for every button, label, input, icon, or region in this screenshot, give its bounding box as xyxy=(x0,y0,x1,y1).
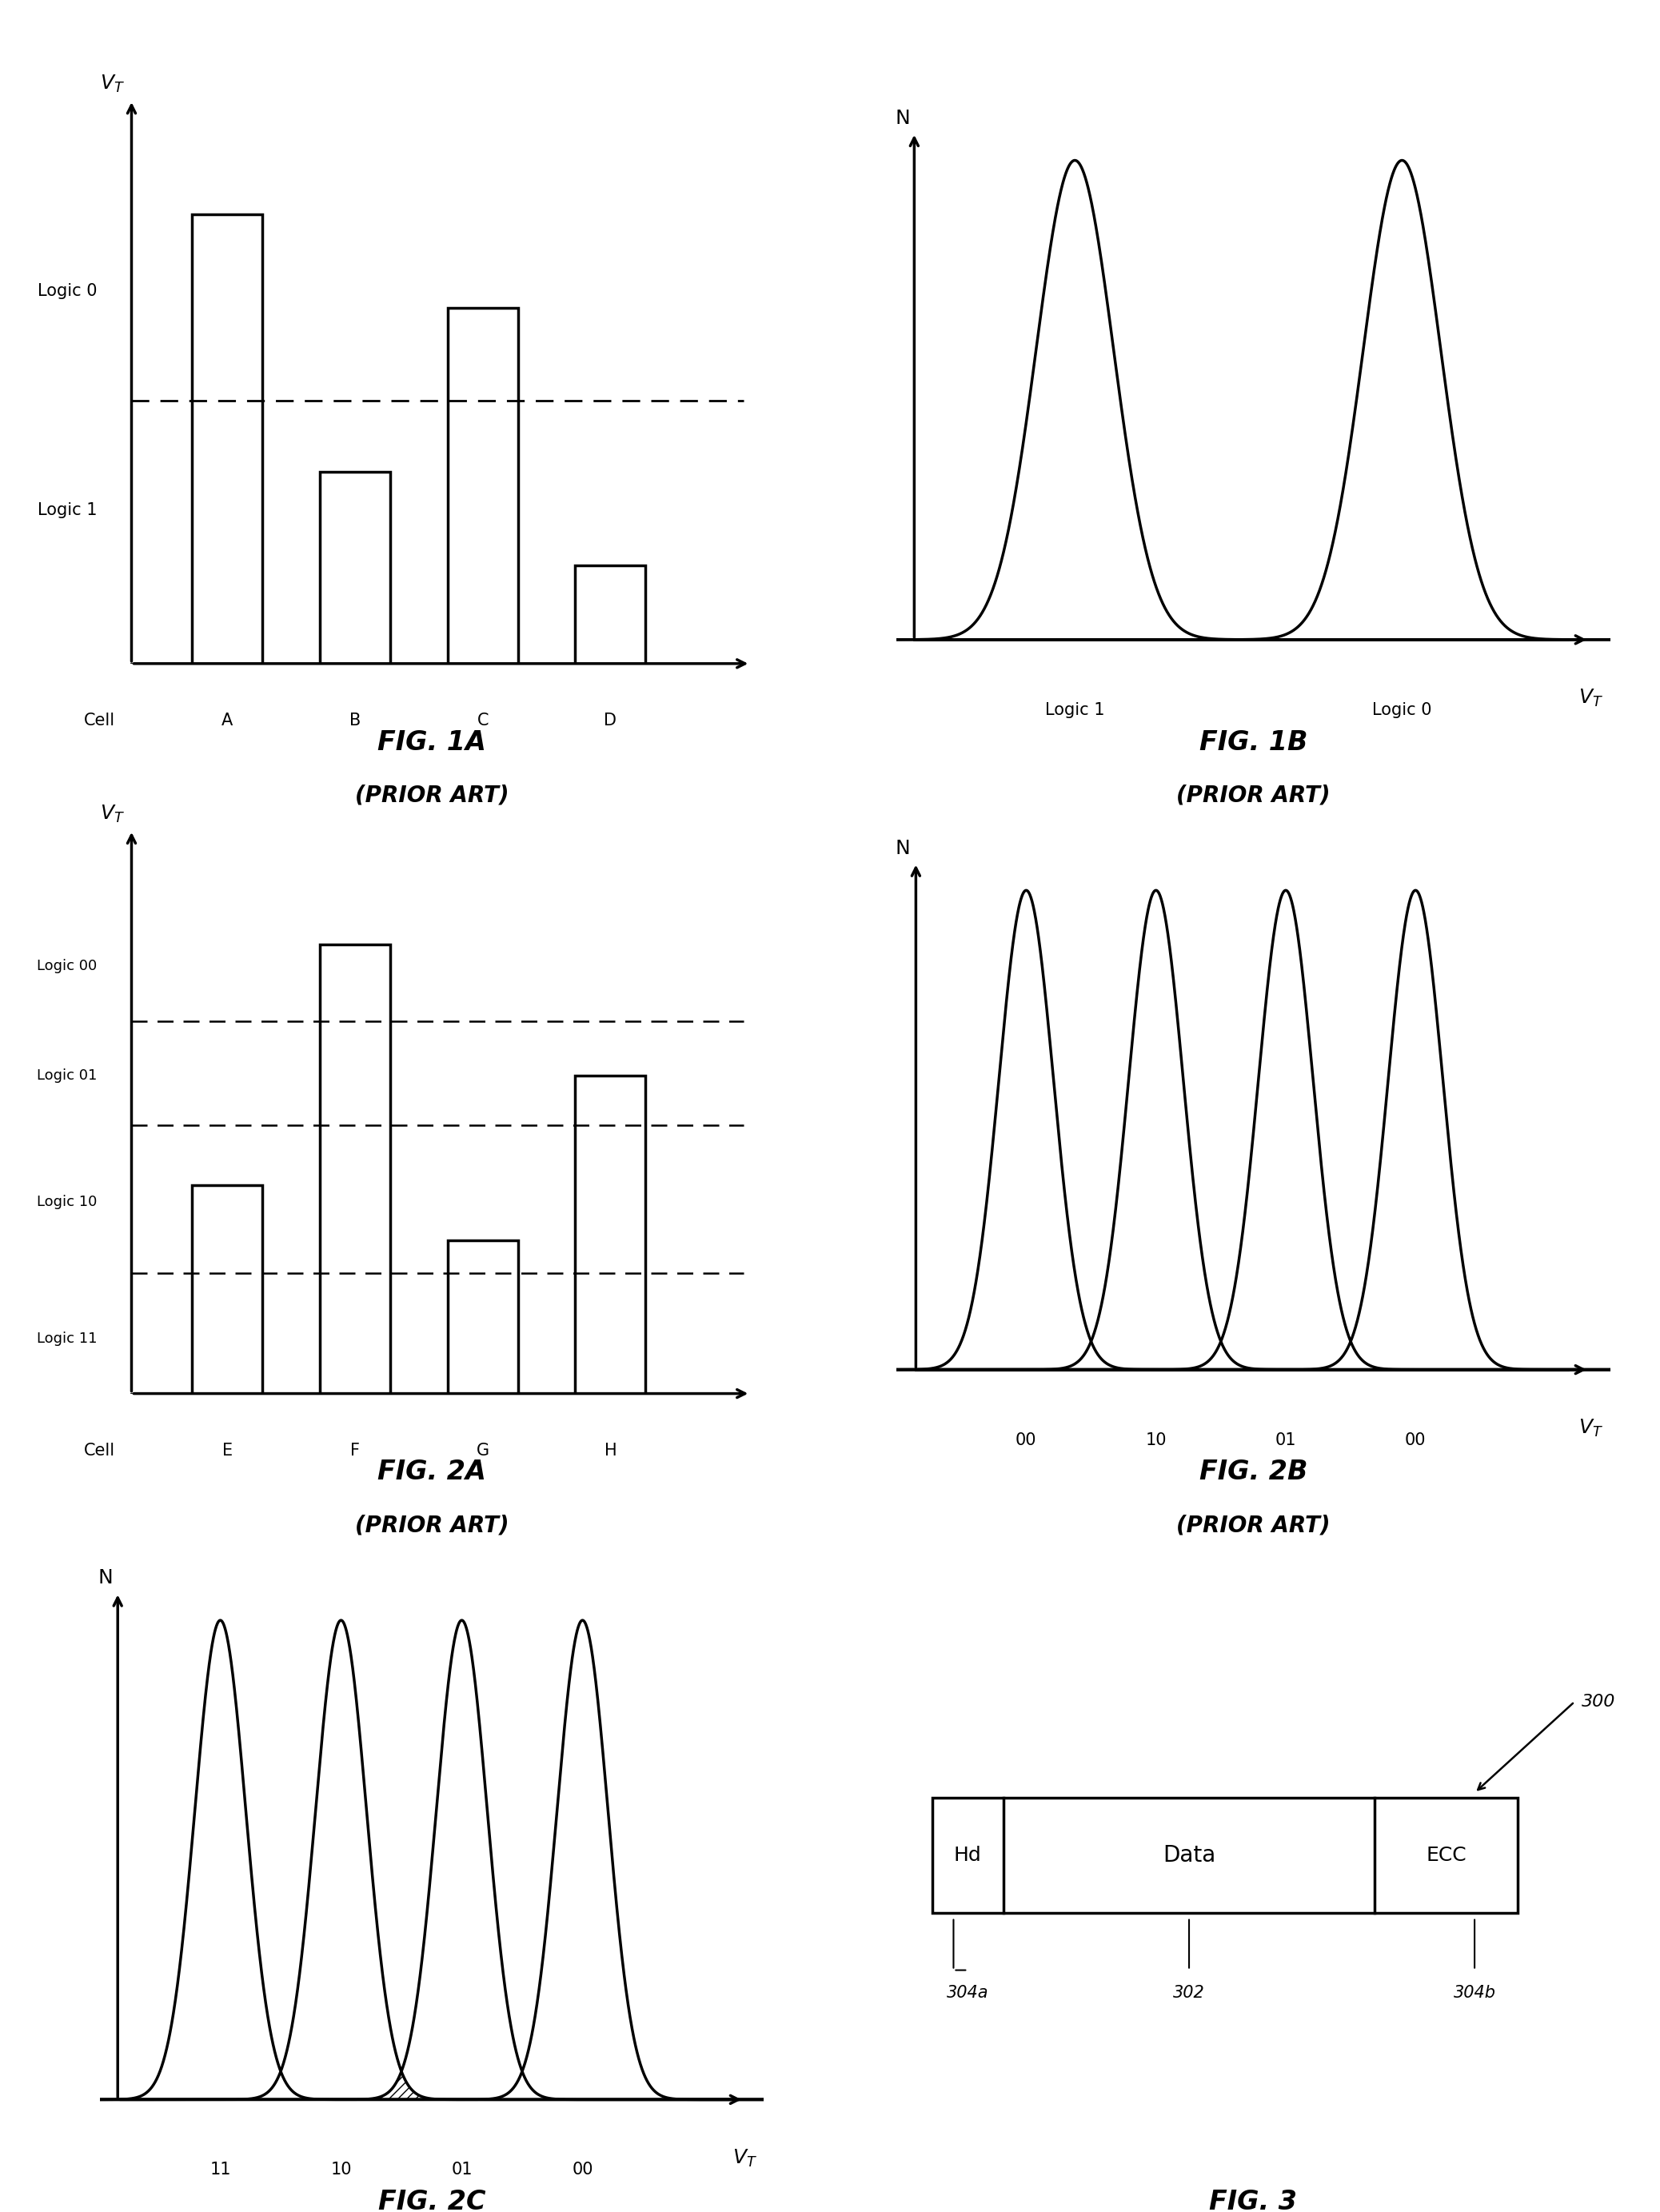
Text: H: H xyxy=(604,1442,616,1460)
Text: Logic 0: Logic 0 xyxy=(1373,701,1433,719)
Text: Logic 10: Logic 10 xyxy=(37,1194,96,1210)
Bar xyxy=(320,945,390,1394)
Bar xyxy=(448,307,518,664)
Text: 11: 11 xyxy=(209,2161,231,2179)
Text: N: N xyxy=(98,1568,113,1588)
Text: Logic 1: Logic 1 xyxy=(38,502,96,518)
Text: Cell: Cell xyxy=(85,712,115,730)
Text: (PRIOR ART): (PRIOR ART) xyxy=(355,1513,508,1537)
Text: Data: Data xyxy=(1162,1845,1215,1867)
Text: FIG. 2C: FIG. 2C xyxy=(378,2190,485,2212)
Text: $V_T$: $V_T$ xyxy=(732,2148,757,2168)
Text: N: N xyxy=(895,108,910,128)
Text: 00: 00 xyxy=(1404,1431,1426,1449)
Text: N: N xyxy=(895,838,910,858)
Text: Logic 01: Logic 01 xyxy=(37,1068,96,1084)
Text: FIG. 2B: FIG. 2B xyxy=(1199,1460,1308,1486)
Text: C: C xyxy=(476,712,488,730)
Text: ECC: ECC xyxy=(1426,1845,1466,1865)
Text: 01: 01 xyxy=(452,2161,473,2179)
Text: FIG. 1B: FIG. 1B xyxy=(1199,730,1308,757)
Text: Logic 11: Logic 11 xyxy=(37,1332,96,1345)
Text: (PRIOR ART): (PRIOR ART) xyxy=(1177,783,1330,807)
Text: 00: 00 xyxy=(573,2161,593,2179)
Text: FIG. 1A: FIG. 1A xyxy=(377,730,486,757)
Text: 00: 00 xyxy=(1016,1431,1038,1449)
Bar xyxy=(576,564,646,664)
Bar xyxy=(320,471,390,664)
Text: 304a: 304a xyxy=(946,1984,989,2000)
Text: Logic 00: Logic 00 xyxy=(37,960,96,973)
Text: Hd: Hd xyxy=(954,1845,981,1865)
Text: D: D xyxy=(604,712,618,730)
Text: E: E xyxy=(222,1442,232,1460)
Text: Cell: Cell xyxy=(85,1442,115,1460)
Text: $V_T$: $V_T$ xyxy=(100,73,124,95)
Text: $V_T$: $V_T$ xyxy=(1579,688,1604,708)
Text: 304b: 304b xyxy=(1454,1984,1496,2000)
Bar xyxy=(193,215,262,664)
Text: Logic 1: Logic 1 xyxy=(1046,701,1104,719)
Text: G: G xyxy=(476,1442,490,1460)
Text: FIG. 3: FIG. 3 xyxy=(1210,2190,1296,2212)
Text: (PRIOR ART): (PRIOR ART) xyxy=(1177,1513,1330,1537)
Bar xyxy=(448,1241,518,1394)
Bar xyxy=(576,1075,646,1394)
Text: (PRIOR ART): (PRIOR ART) xyxy=(355,783,508,807)
Text: 302: 302 xyxy=(1174,1984,1205,2000)
Text: FIG. 2A: FIG. 2A xyxy=(377,1460,486,1486)
Text: 10: 10 xyxy=(1145,1431,1167,1449)
Bar xyxy=(193,1186,262,1394)
Bar xyxy=(933,1798,1517,1913)
Text: Logic 0: Logic 0 xyxy=(38,283,96,299)
Text: A: A xyxy=(221,712,232,730)
Text: F: F xyxy=(350,1442,360,1460)
Text: $V_T$: $V_T$ xyxy=(1579,1418,1604,1438)
Text: 01: 01 xyxy=(1275,1431,1296,1449)
Text: 300: 300 xyxy=(1582,1694,1615,1710)
Text: $V_T$: $V_T$ xyxy=(100,803,124,825)
Text: 10: 10 xyxy=(330,2161,352,2179)
Text: B: B xyxy=(349,712,360,730)
